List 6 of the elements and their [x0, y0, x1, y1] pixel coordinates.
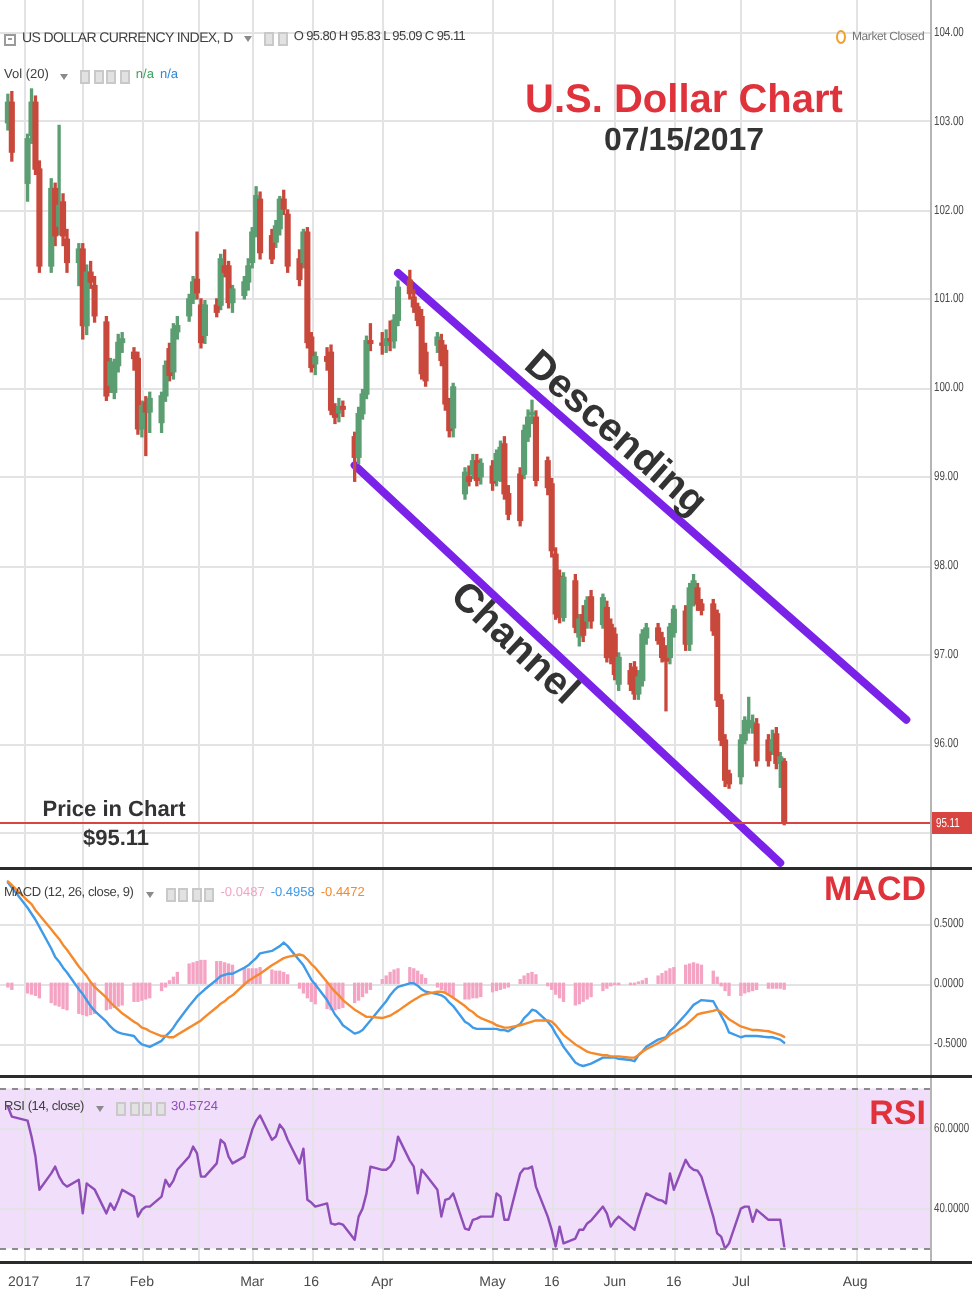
text: RSI — [869, 1094, 926, 1132]
chart-title: MACD — [824, 870, 926, 908]
text: 07/15/2017 — [603, 124, 765, 158]
annotation: Price in Chart — [42, 798, 187, 823]
annotation: $95.11 — [82, 827, 150, 852]
text: U.S. Dollar Chart — [525, 78, 843, 122]
